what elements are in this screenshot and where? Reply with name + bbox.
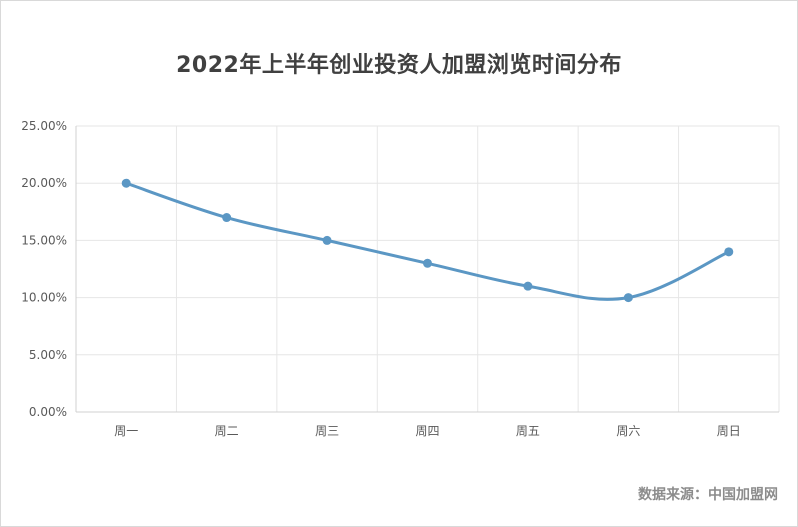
data-point — [423, 258, 432, 268]
x-tick-label: 周六 — [616, 424, 640, 438]
data-points — [121, 178, 734, 303]
y-tick-label: 20.00% — [21, 176, 67, 190]
y-tick-label: 15.00% — [21, 233, 67, 247]
x-tick-label: 周日 — [717, 424, 741, 438]
series-line-path — [124, 181, 731, 301]
y-tick-label: 0.00% — [29, 405, 67, 419]
data-point — [724, 247, 734, 257]
data-point — [121, 178, 131, 188]
x-tick-label: 周二 — [215, 424, 239, 438]
data-point — [322, 235, 332, 245]
y-tick-labels: 0.00% 5.00% 10.00% 15.00% 20.00% 25.00% — [21, 119, 67, 419]
x-tick-label: 周四 — [415, 424, 439, 438]
series-line — [124, 181, 731, 301]
axes — [75, 126, 779, 413]
x-tick-label: 周三 — [315, 424, 339, 438]
data-source: 数据来源：中国加盟网 — [638, 487, 778, 503]
x-tick-label: 周一 — [114, 424, 138, 438]
chart-title: 2022年上半年创业投资人加盟浏览时间分布 — [176, 53, 622, 78]
data-point — [623, 293, 633, 303]
grid-lines — [76, 125, 780, 412]
y-tick-label: 10.00% — [21, 291, 67, 305]
x-tick-label: 周五 — [516, 424, 540, 438]
data-point — [523, 281, 533, 291]
x-tick-labels: 周一 周二 周三 周四 周五 周六 周日 — [114, 424, 741, 438]
y-tick-label: 25.00% — [21, 119, 67, 133]
y-tick-label: 5.00% — [29, 348, 67, 362]
data-point — [222, 213, 232, 223]
